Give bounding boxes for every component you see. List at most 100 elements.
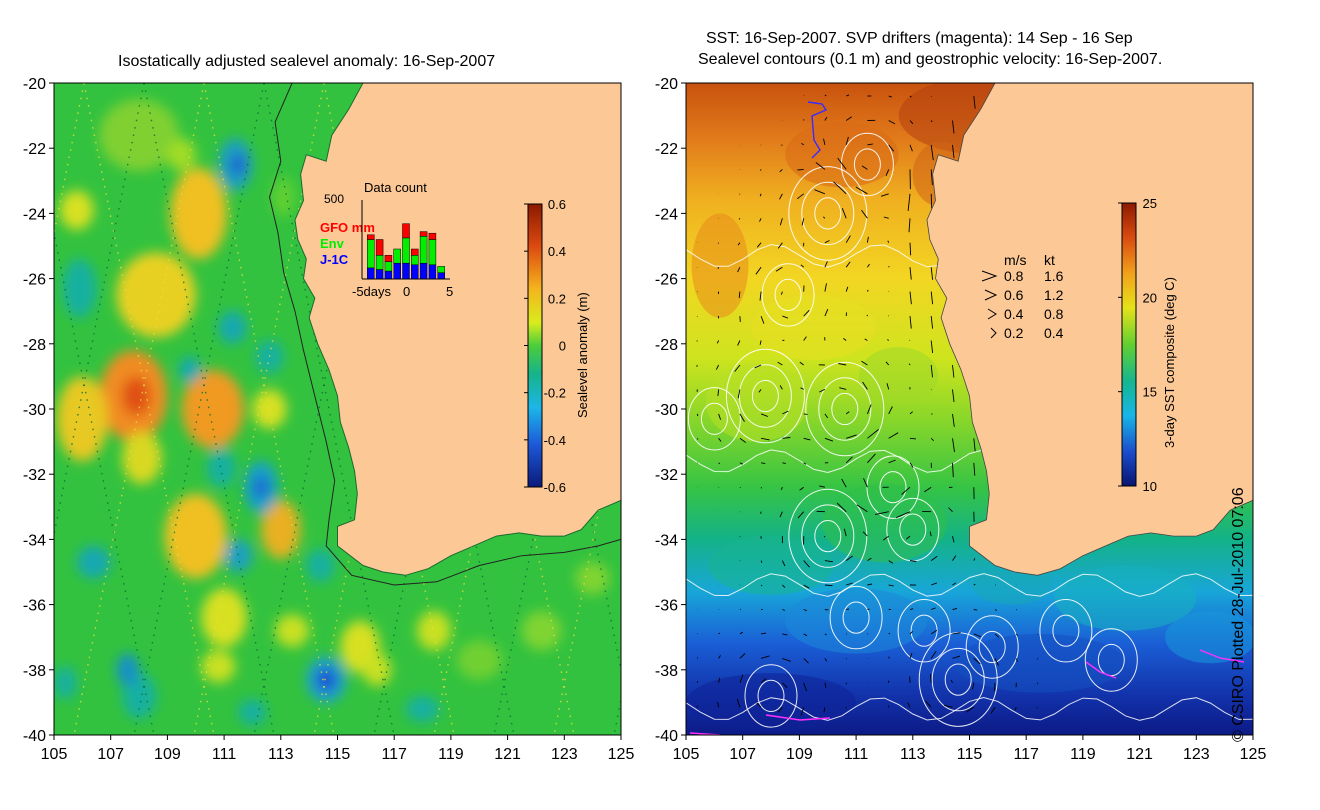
lon-tick-label: 109	[154, 746, 181, 763]
velocity-arrow	[823, 707, 826, 713]
lon-tick-label: 117	[381, 746, 407, 763]
velocity-arrow	[855, 186, 868, 195]
velocity-arrow	[803, 309, 810, 317]
velocity-arrow	[887, 339, 889, 341]
velocity-arrow	[759, 291, 762, 301]
velocity-arrow	[867, 263, 870, 268]
velocity-arrow	[929, 674, 932, 683]
velocity-arrow	[888, 95, 892, 98]
velocity-arrow	[888, 459, 896, 464]
data-count-bar-segment	[384, 255, 393, 262]
sst-patch	[751, 294, 876, 361]
velocity-legend-ms: 0.4	[1004, 306, 1024, 322]
sla-anomaly-patch	[99, 99, 179, 172]
colorbar-tick-label: -0.6	[544, 480, 566, 495]
velocity-arrow	[841, 478, 847, 488]
drifter-track-north	[807, 101, 828, 159]
velocity-arrow	[800, 264, 804, 268]
velocity-arrow	[973, 583, 976, 586]
velocity-arrow	[845, 411, 850, 415]
velocity-arrow	[909, 608, 914, 610]
data-count-bar-segment	[411, 264, 419, 280]
velocity-arrow	[885, 361, 890, 366]
velocity-arrow	[779, 193, 783, 200]
velocity-arrow	[756, 702, 762, 708]
velocity-arrow	[994, 609, 998, 611]
sla-map-axes: 105 107 109 111 113 115 117 119 121 123 125 -20 -22 -…	[23, 76, 635, 763]
velocity-arrow	[696, 438, 699, 440]
data-count-bar-segment	[437, 266, 445, 273]
lat-tick-label: -38	[23, 663, 46, 680]
lat-tick-label: -26	[23, 272, 46, 289]
sealevel-contour	[831, 392, 859, 426]
velocity-arrow	[909, 242, 912, 256]
velocity-arrow	[777, 707, 783, 713]
velocity-arrow	[864, 338, 868, 341]
velocity-arrow	[888, 432, 899, 439]
velocity-arrow	[803, 462, 807, 465]
sealevel-contour	[965, 615, 1019, 679]
sealevel-contour	[700, 402, 728, 435]
velocity-arrow	[781, 560, 786, 567]
sealevel-contour	[944, 663, 972, 696]
sla-anomaly-patch	[575, 562, 610, 595]
sealevel-contour	[829, 585, 883, 650]
lon-tick-label: 111	[212, 746, 236, 763]
lat-tick-label: -28	[655, 337, 678, 354]
copyright-credit: © CSIRO Plotted 28-Jul-2010 07:06	[1230, 487, 1247, 742]
sealevel-contour	[774, 278, 802, 311]
velocity-arrow	[824, 261, 828, 268]
velocity-arrow	[739, 486, 741, 489]
lat-tick-label: -32	[655, 467, 678, 484]
velocity-arrow	[801, 218, 805, 226]
velocity-legend-arrow	[984, 289, 998, 301]
sla-anomaly-patch	[116, 653, 139, 687]
velocity-arrow	[867, 583, 873, 586]
velocity-arrow	[845, 261, 851, 268]
velocity-arrow	[845, 456, 853, 464]
velocity-arrow	[888, 560, 894, 564]
velocity-arrow	[930, 437, 935, 442]
velocity-arrow	[718, 438, 722, 442]
sealevel-contour	[751, 379, 779, 413]
data-count-bar-segment	[411, 248, 419, 256]
sst-map-panel: 105 107 109 111 113 115 117 119 121 123 125 -20 -22 -…	[655, 76, 1267, 763]
velocity-arrow	[739, 413, 745, 422]
data-count-bar-segment	[384, 261, 393, 272]
velocity-arrow	[717, 389, 720, 397]
velocity-arrow	[799, 486, 804, 491]
lon-tick-label: 119	[1070, 746, 1096, 763]
colorbar-tick-label: -0.2	[544, 386, 566, 401]
velocity-arrow	[777, 242, 783, 249]
sealevel-contour	[1084, 628, 1138, 692]
lat-tick-label: -36	[655, 598, 678, 615]
sla-anomaly-patch	[238, 699, 267, 726]
sst-patch	[1165, 611, 1253, 664]
sealevel-contour	[814, 197, 842, 230]
sla-colorbar-gradient	[527, 203, 543, 488]
sla-anomaly-patch	[170, 167, 228, 259]
velocity-arrow	[760, 560, 763, 563]
legend-gfo: GFO mm	[320, 220, 375, 235]
velocity-arrow	[896, 511, 911, 519]
sla-anomaly-patch	[181, 369, 244, 449]
velocity-arrow	[839, 387, 847, 390]
svp-drifter-tracks	[689, 101, 1245, 735]
lon-tick-label: 113	[268, 746, 294, 763]
velocity-arrow	[823, 138, 826, 145]
lon-tick-label: 123	[551, 746, 578, 763]
velocity-arrow	[909, 95, 912, 98]
velocity-arrow	[838, 363, 847, 366]
velocity-arrow	[930, 316, 934, 329]
velocity-arrow	[759, 193, 762, 197]
velocity-arrow	[760, 413, 769, 417]
velocity-arrow	[738, 218, 741, 220]
velocity-arrow	[803, 336, 807, 341]
sla-anomaly-patch	[167, 138, 196, 171]
data-count-bar-segment	[437, 272, 445, 280]
data-count-inset: Data count 500 GFO mm Env J-1C -5days 0 …	[320, 180, 453, 299]
sealevel-contour	[853, 148, 881, 181]
velocity-legend-arrow	[981, 270, 998, 282]
velocity-arrow	[739, 437, 746, 443]
velocity-arrow	[930, 291, 934, 305]
